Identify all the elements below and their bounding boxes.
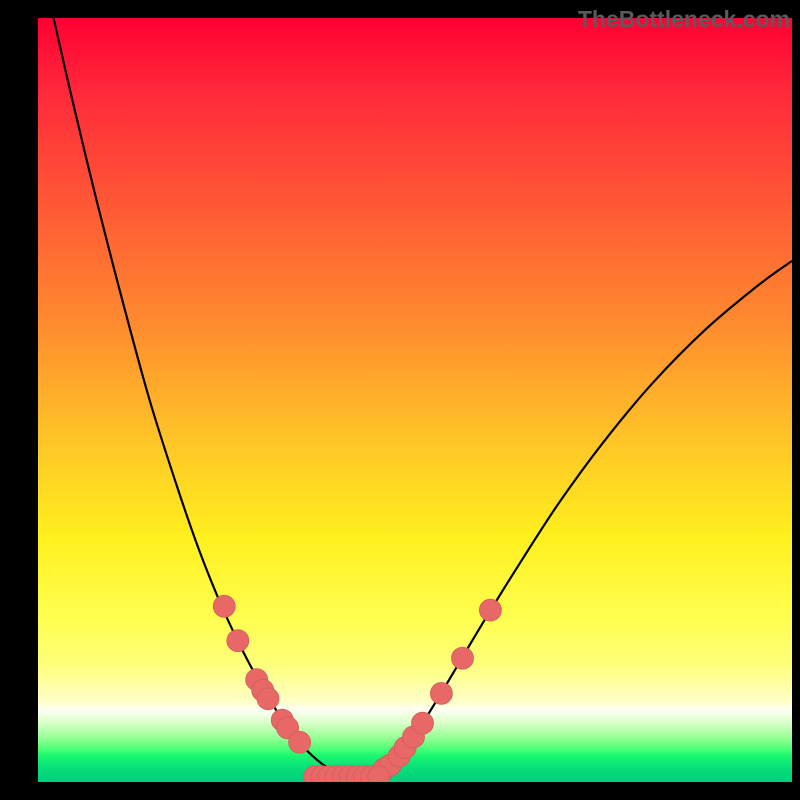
data-point-marker <box>452 647 474 669</box>
data-point-marker <box>430 682 452 704</box>
plot-background-gradient <box>38 18 792 782</box>
watermark-text: TheBottleneck.com <box>578 6 790 33</box>
data-point-marker <box>227 630 249 652</box>
data-point-marker <box>479 599 501 621</box>
data-point-marker <box>289 731 311 753</box>
data-point-marker <box>412 712 434 734</box>
chart-root: TheBottleneck.com <box>0 0 800 800</box>
data-point-marker <box>257 688 279 710</box>
data-point-marker <box>213 595 235 617</box>
chart-svg <box>0 0 800 800</box>
